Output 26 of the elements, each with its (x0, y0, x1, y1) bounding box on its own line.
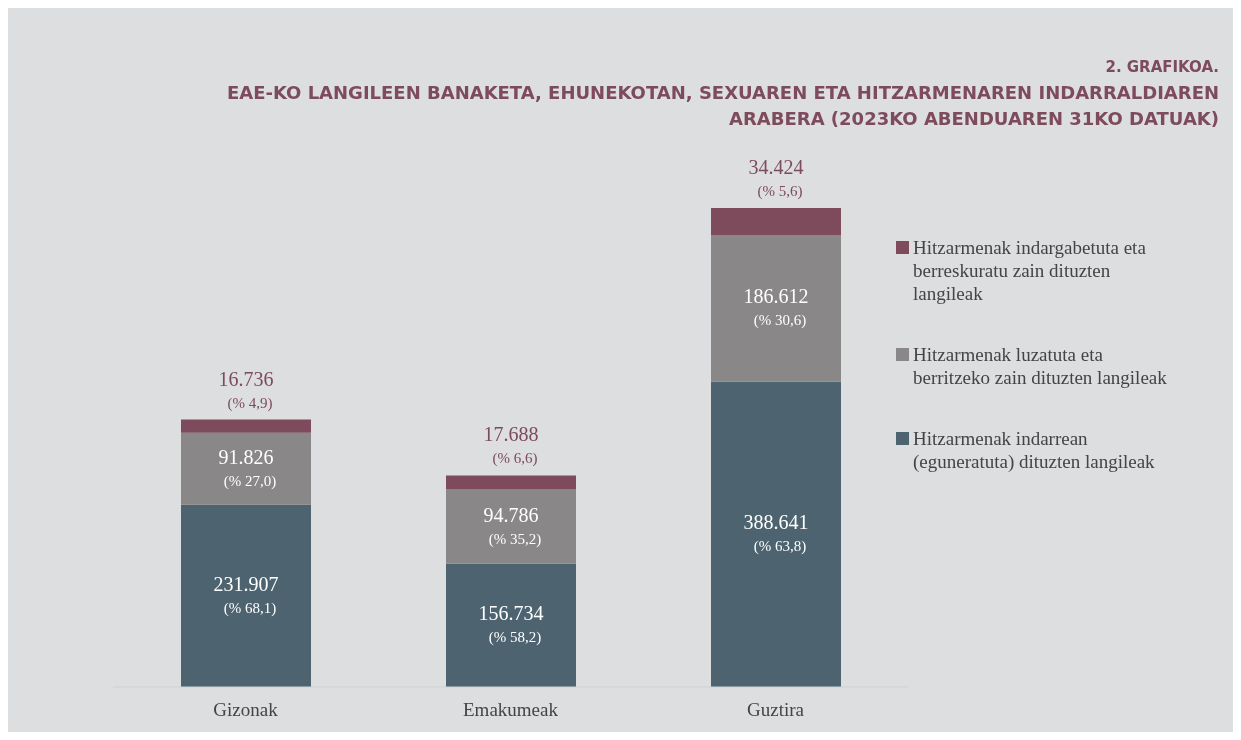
bar (711, 208, 841, 236)
legend-label: Hitzarmenak indarrean (eguneratuta) dituzten langileak (913, 427, 1156, 473)
legend-label: Hitzarmenak indargabetuta eta berreskuratu zain dituzten langileak (913, 236, 1147, 305)
text: 2. GRAFIKOA. (1104, 58, 1219, 76)
x-tick-label: Guztira (747, 699, 805, 721)
legend-label: Hitzarmenak luzatuta eta berritzeko zain dituzten langileak (913, 343, 1168, 389)
data-label: 16.736 (% 4,9) (218, 367, 274, 412)
chart-subtitle: EAE-KO LANGILEEN BANAKETA, EHUNEKOTAN, SEXUAREN ETA HITZARMENAREN INDARRALDIAREN ARABERA (2023KO ABENDUAREN 31KO DATUAK) (225, 81, 1219, 131)
data-label: 91.826 (% 27,0) (218, 445, 277, 490)
bar (181, 419, 311, 433)
bar (181, 432, 311, 505)
bar (181, 504, 311, 687)
x-tick-label: Gizonak (213, 699, 279, 721)
bar (446, 563, 576, 687)
bar (711, 235, 841, 382)
data-label: 388.641 (% 63,8) (743, 511, 809, 556)
data-label: 186.612 (% 30,6) (743, 285, 809, 330)
x-tick-label: Emakumeak (463, 699, 559, 721)
bar (446, 475, 576, 490)
data-label: 156.734 (% 58,2) (478, 602, 544, 647)
bar (711, 381, 841, 687)
data-label: 34.424 (% 5,6) (748, 156, 804, 200)
bar (446, 489, 576, 564)
data-label: 231.907 (% 68,1) (213, 572, 279, 617)
data-label: 94.786 (% 35,2) (483, 503, 542, 548)
data-label: 17.688 (% 6,6) (483, 423, 539, 468)
